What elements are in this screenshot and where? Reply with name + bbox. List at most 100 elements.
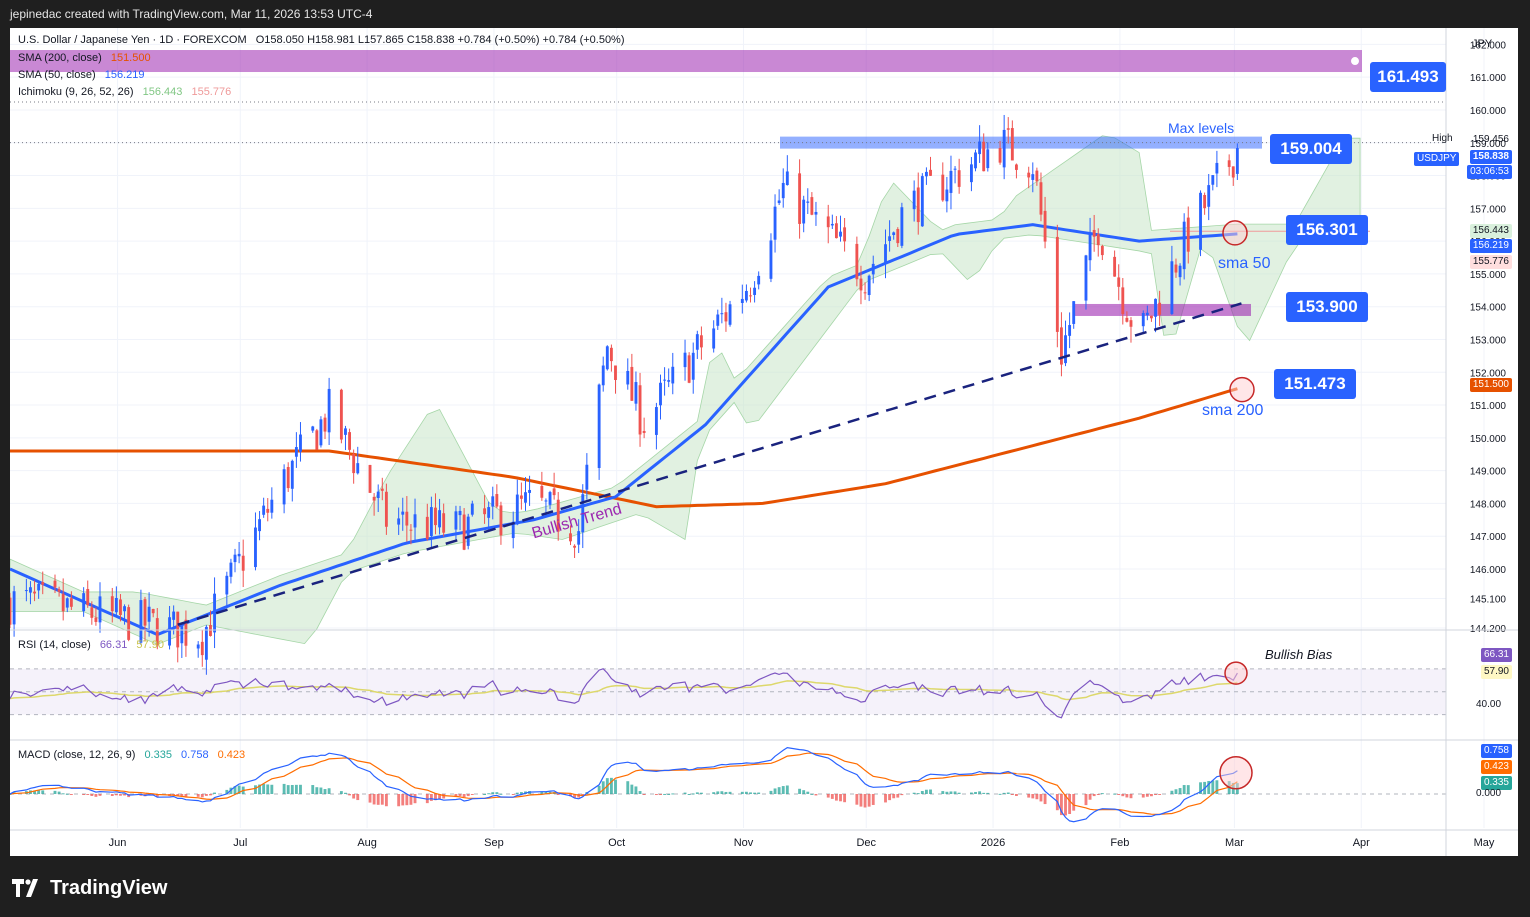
macd-histogram-bar (352, 794, 356, 799)
candle-body (585, 464, 589, 490)
candle-body (691, 352, 695, 380)
candle-body (814, 211, 818, 215)
macd-histogram-bar (368, 794, 372, 803)
macd-histogram-bar (744, 791, 748, 794)
candle-body (290, 460, 294, 489)
macd-histogram-bar (172, 794, 176, 796)
candle-body (609, 347, 613, 362)
macd-histogram-bar (65, 793, 69, 795)
macd-histogram-bar (716, 791, 720, 794)
macd-histogram-bar (573, 794, 577, 798)
macd-histogram-bar (945, 791, 949, 794)
candle-body (1006, 128, 1010, 130)
attribution-text: jepinedac created with TradingView.com, … (10, 7, 373, 21)
candle-body (826, 216, 830, 228)
rsi-ma-tag: 57.90 (1480, 665, 1512, 679)
macd-histogram-bar (233, 786, 237, 794)
candle-body (630, 366, 634, 401)
candle-body (601, 365, 605, 386)
candle-body (204, 626, 208, 660)
candle-body (834, 223, 838, 239)
tradingview-logo[interactable]: TradingView (12, 875, 167, 901)
macd-histogram-bar (1158, 794, 1162, 795)
candle-body (110, 596, 114, 612)
candle-body (311, 426, 315, 431)
candle-body (434, 507, 437, 526)
bullish-trendline (177, 302, 1242, 626)
candle-body (1031, 174, 1035, 180)
chart-frame[interactable]: WikiFXWikiFXWikiFXWikiFXWikiFXWikiFXWiki… (8, 28, 1530, 892)
candle-body (168, 617, 171, 646)
candle-body (744, 290, 748, 301)
macd-histogram-bar (900, 794, 904, 796)
macd-histogram-bar (8, 794, 12, 795)
candle-body (1084, 255, 1088, 301)
candle-body (425, 516, 429, 540)
level-marker (1351, 57, 1359, 66)
candle-body (912, 190, 916, 210)
rsi-label: RSI (14, close) (18, 639, 91, 651)
candle-body (323, 417, 327, 432)
candle-body (229, 562, 233, 577)
time-axis-label: Feb (1110, 837, 1129, 849)
macd-line-tag: 0.758 (1480, 744, 1512, 758)
macd-label: MACD (close, 12, 26, 9) (18, 749, 136, 761)
candle-body (483, 508, 487, 515)
macd-histogram-bar (757, 792, 761, 794)
macd-histogram-bar (724, 791, 728, 794)
macd-legend[interactable]: MACD (close, 12, 26, 9) 0.335 0.758 0.42… (18, 749, 245, 761)
macd-histogram-bar (1006, 792, 1010, 794)
candle-body (1129, 320, 1133, 327)
candle-body (642, 430, 646, 433)
level-band-161 (10, 50, 1362, 73)
macd-histogram-bar (176, 794, 180, 797)
candle-body (654, 407, 658, 435)
candle-body (720, 313, 724, 315)
candle-body (352, 453, 356, 474)
branding-bar: TradingView (0, 860, 1530, 917)
macd-histogram-bar (671, 793, 675, 795)
macd-histogram-bar (798, 788, 802, 794)
countdown-tag: 03:06:53 (1467, 165, 1512, 179)
candle-body (810, 197, 814, 215)
macd-histogram-bar (642, 794, 646, 795)
candle-body (458, 510, 462, 516)
candle-body (33, 591, 36, 594)
macd-histogram-bar (204, 794, 208, 796)
candle-body (884, 244, 887, 263)
macd-histogram-bar (614, 779, 617, 794)
sma50-legend[interactable]: SMA (50, close) 156.219 (18, 69, 144, 81)
sma200-legend[interactable]: SMA (200, close) 151.500 (18, 52, 151, 64)
macd-histogram-bar (384, 794, 388, 807)
price-tick-label: 145.100 (1470, 594, 1507, 605)
candle-body (974, 152, 977, 169)
macd-histogram-bar (372, 794, 376, 805)
candle-body (982, 141, 986, 172)
macd-histogram-bar (200, 794, 204, 798)
candle-body (671, 366, 675, 384)
candle-body (397, 518, 401, 525)
macd-histogram-bar (957, 792, 961, 794)
ichimoku-legend[interactable]: Ichimoku (9, 26, 52, 26) 156.443 155.776 (18, 86, 231, 98)
time-axis-label: Nov (734, 837, 754, 849)
candle-body (1088, 233, 1092, 261)
candle-body (916, 187, 920, 223)
rsi-legend[interactable]: RSI (14, close) 66.31 57.90 (18, 639, 164, 651)
candle-body (413, 514, 417, 528)
candle-body (528, 489, 532, 493)
candle-body (184, 619, 188, 646)
price-tick-label: 150.000 (1470, 434, 1507, 445)
candle-body (577, 531, 581, 545)
candle-body (237, 553, 241, 557)
macd-histogram-bar (499, 793, 503, 795)
macd-histogram-bar (454, 794, 458, 798)
candle-body (753, 287, 757, 295)
macd-histogram-bar (1178, 788, 1182, 794)
candle-body (372, 496, 376, 501)
candle-body (1178, 265, 1182, 278)
symbol-header: U.S. Dollar / Japanese Yen · 1D · FOREXC… (18, 34, 625, 46)
candle-body (1235, 148, 1239, 174)
macd-histogram-bar (1059, 794, 1063, 816)
candle-body (1039, 182, 1043, 215)
candle-body (1100, 245, 1104, 256)
